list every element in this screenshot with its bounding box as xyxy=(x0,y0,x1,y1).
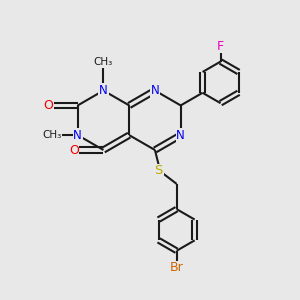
Text: O: O xyxy=(69,143,79,157)
Text: CH₃: CH₃ xyxy=(42,130,62,140)
Text: N: N xyxy=(73,129,82,142)
Text: F: F xyxy=(217,40,224,52)
Text: N: N xyxy=(176,129,185,142)
Text: CH₃: CH₃ xyxy=(94,57,113,67)
Text: O: O xyxy=(43,99,53,112)
Text: N: N xyxy=(151,84,159,97)
Text: S: S xyxy=(154,164,163,177)
Text: Br: Br xyxy=(170,262,184,275)
Text: N: N xyxy=(99,84,108,97)
